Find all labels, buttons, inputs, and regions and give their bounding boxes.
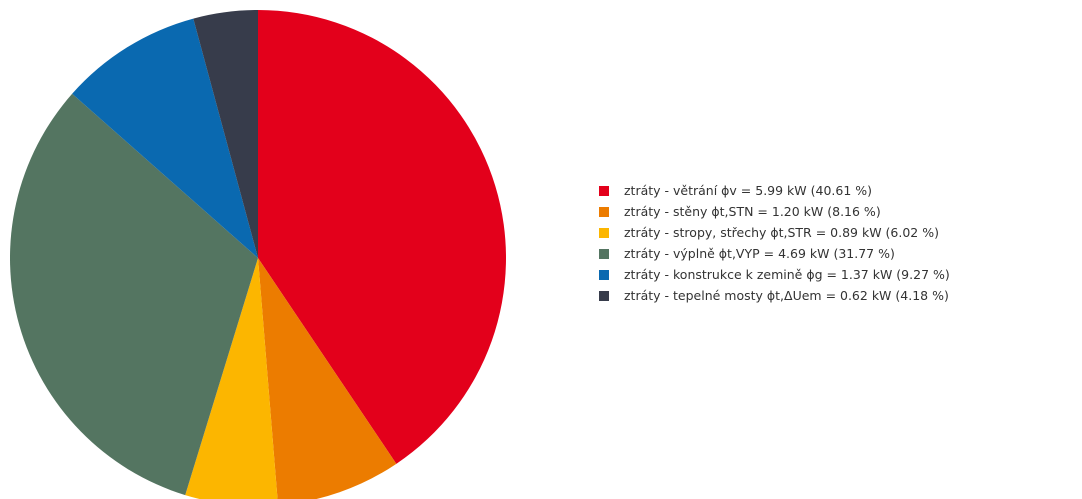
legend-label: ztráty - stropy, střechy ϕt,STR = 0.89 k… (624, 225, 939, 240)
legend-item: ztráty - stěny ϕt,STN = 1.20 kW (8.16 %) (599, 201, 950, 222)
legend-label: ztráty - výplně ϕt,VYP = 4.69 kW (31.77 … (624, 246, 895, 261)
pie-slice-6 (193, 10, 258, 258)
pie-slice-1 (258, 10, 506, 464)
legend-item: ztráty - výplně ϕt,VYP = 4.69 kW (31.77 … (599, 243, 950, 264)
legend-swatch (599, 227, 609, 238)
legend-item: ztráty - konstrukce k zemině ϕg = 1.37 k… (599, 264, 950, 285)
legend-swatch (599, 290, 609, 301)
pie-slice-5 (72, 18, 259, 259)
legend-item: ztráty - větrání ϕv = 5.99 kW (40.61 %) (599, 180, 950, 201)
legend: ztráty - větrání ϕv = 5.99 kW (40.61 %) z… (599, 180, 950, 306)
legend-item: ztráty - tepelné mosty ϕt,ΔUem = 0.62 kW… (599, 285, 950, 306)
legend-swatch (599, 248, 609, 259)
legend-swatch (599, 206, 609, 217)
pie-slice-4 (9, 93, 259, 496)
pie-slice-2 (258, 258, 397, 499)
legend-label: ztráty - tepelné mosty ϕt,ΔUem = 0.62 kW… (624, 288, 949, 303)
legend-swatch (599, 185, 609, 196)
legend-label: ztráty - stěny ϕt,STN = 1.20 kW (8.16 %) (624, 204, 881, 219)
legend-swatch (599, 269, 609, 280)
pie-slice-3 (185, 258, 278, 499)
legend-label: ztráty - větrání ϕv = 5.99 kW (40.61 %) (624, 183, 873, 198)
legend-label: ztráty - konstrukce k zemině ϕg = 1.37 k… (624, 267, 950, 282)
legend-item: ztráty - stropy, střechy ϕt,STR = 0.89 k… (599, 222, 950, 243)
